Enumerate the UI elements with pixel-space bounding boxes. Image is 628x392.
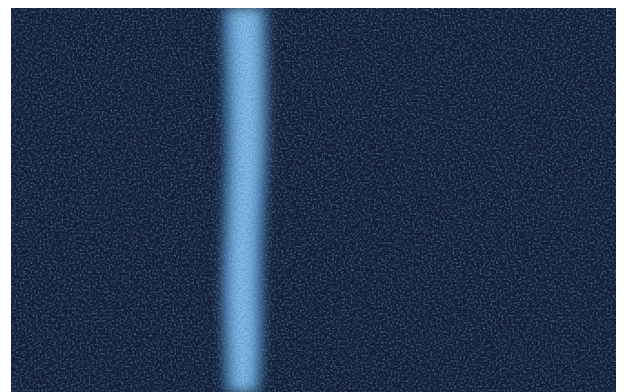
light-stripe-texture <box>220 8 270 392</box>
carpet-fiber-grain <box>11 8 616 392</box>
carpet-texture-photo <box>11 8 616 392</box>
carpet-texture-image <box>11 8 616 392</box>
